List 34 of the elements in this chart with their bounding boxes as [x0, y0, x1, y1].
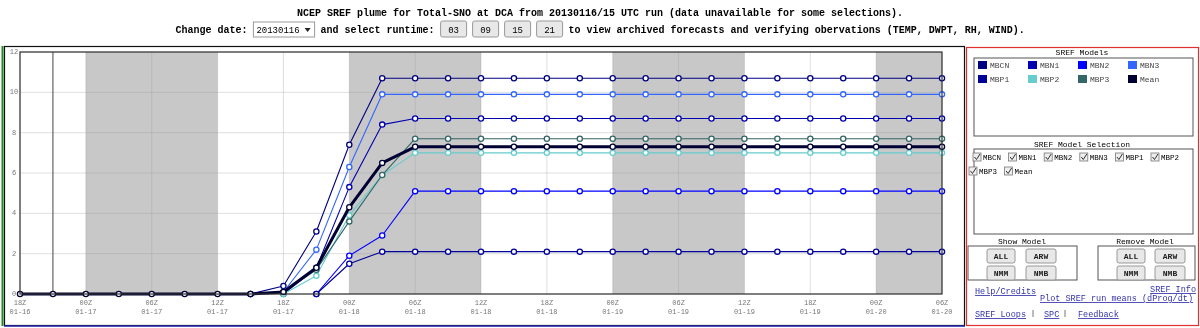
text: Plot SREF run means (dProg/dt) — [1040, 294, 1194, 304]
text: SREF Loops — [975, 310, 1027, 320]
text: Change date: — [175, 25, 248, 36]
button: ALL — [1116, 248, 1146, 264]
text: SREF Model Selection — [1033, 140, 1131, 149]
text: 03 — [448, 26, 460, 36]
button: NMB — [1025, 265, 1057, 281]
text: Remove Model — [1116, 237, 1174, 246]
button: NMM — [1116, 265, 1146, 281]
text: and select runtime: — [320, 25, 435, 36]
button: ARW — [1154, 248, 1186, 264]
button: NMM — [986, 265, 1016, 281]
button: ALL — [986, 248, 1016, 264]
text: Help/Credits — [975, 287, 1037, 297]
text: 09 — [480, 26, 492, 36]
text: 21 — [544, 26, 556, 36]
text: Feedback — [1078, 310, 1119, 320]
button: NMB — [1154, 265, 1186, 281]
text: Show Model — [997, 237, 1047, 246]
legend-label: MBN3 — [1140, 61, 1160, 70]
legend-label: MBCN — [990, 61, 1010, 70]
text: SPC — [1044, 310, 1060, 320]
text: 20130116 — [256, 26, 300, 36]
text: 15 — [512, 26, 524, 36]
legend-label: MBN1 — [1040, 61, 1060, 70]
legend-label: MBP3 — [1090, 75, 1110, 84]
legend-label: MBN2 — [1090, 61, 1110, 70]
button: ARW — [1025, 248, 1057, 264]
text: to view archived forecasts and verifying obervations (TEMP, DWPT, RH, WIND). — [568, 25, 1025, 36]
legend-title: SREF Models — [1055, 48, 1109, 57]
legend-label: Mean — [1140, 75, 1160, 84]
chart-title: NCEP SREF plume for Total-SNO at DCA from 20130116/15 UTC run (data unavailable for some selections). — [296, 8, 904, 19]
legend-label: MBP2 — [1040, 75, 1060, 84]
legend-label: MBP1 — [990, 75, 1010, 84]
